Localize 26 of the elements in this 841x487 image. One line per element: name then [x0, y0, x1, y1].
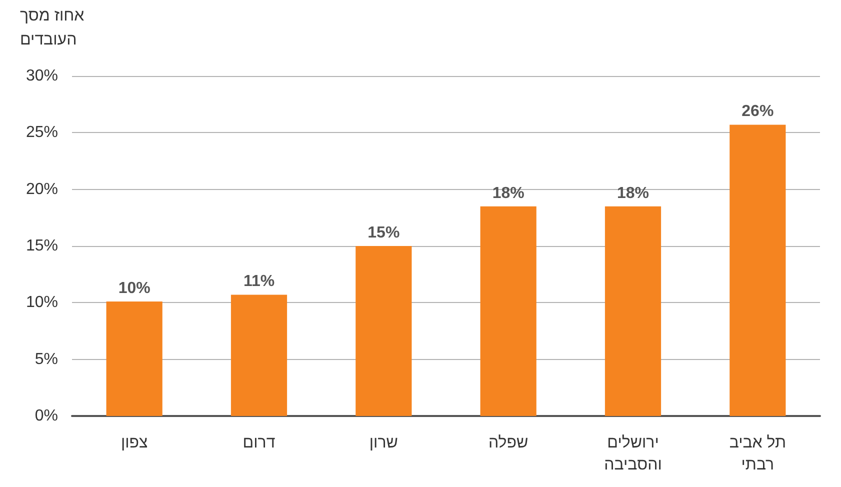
x-tick-label: שפלה	[488, 434, 528, 452]
y-tick-label: 20%	[26, 180, 58, 198]
y-tick-label: 15%	[26, 238, 58, 254]
bar	[106, 302, 162, 416]
x-tick-label: דרום	[242, 434, 276, 452]
y-tick-label: 30%	[26, 68, 58, 84]
x-tick-label: צפון	[120, 434, 148, 452]
data-label: 18%	[492, 184, 524, 202]
bar	[480, 206, 536, 416]
data-label: 26%	[742, 103, 774, 120]
bar	[730, 124, 786, 416]
y-tick-label: 5%	[34, 350, 58, 368]
data-label: 15%	[368, 224, 400, 242]
y-tick-label: 25%	[26, 124, 58, 142]
x-tick-label: ירושלים והסביבה	[604, 434, 662, 474]
bar	[356, 246, 412, 416]
bar	[230, 294, 288, 416]
y-tick-label: 10%	[26, 294, 58, 312]
data-label: 10%	[118, 280, 150, 298]
x-tick-label: שרון	[369, 434, 398, 452]
data-label: 18%	[616, 184, 650, 202]
x-tick-label: תל אביב רבתי	[729, 434, 786, 474]
data-label: 11%	[243, 273, 275, 290]
y-axis-title: אחוז מסך העובדים	[20, 8, 84, 48]
y-tick-label: 0%	[34, 408, 58, 424]
bar	[604, 206, 662, 416]
